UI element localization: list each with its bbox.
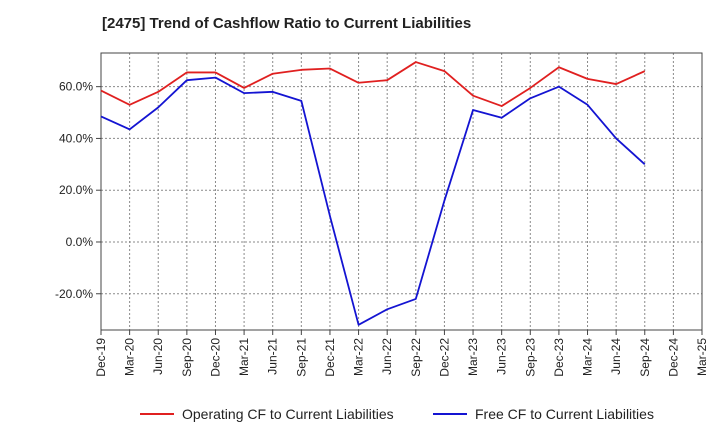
x-tick-label: Sep-20 bbox=[180, 338, 194, 377]
series-line-2 bbox=[100, 76, 646, 326]
x-tick-label: Sep-21 bbox=[294, 338, 308, 377]
x-tick-label: Dec-23 bbox=[552, 338, 566, 377]
x-tick-label: Mar-23 bbox=[466, 338, 480, 376]
y-tick-label: 0.0% bbox=[66, 235, 94, 249]
x-tick-label: Dec-24 bbox=[666, 338, 680, 377]
x-tick-label: Jun-21 bbox=[266, 338, 280, 375]
x-tick-label: Jun-20 bbox=[151, 338, 165, 375]
x-tick-label: Jun-22 bbox=[380, 338, 394, 375]
plot-frame bbox=[100, 52, 703, 331]
legend-label-1: Operating CF to Current Liabilities bbox=[182, 406, 394, 422]
x-tick-label: Mar-21 bbox=[237, 338, 251, 376]
y-tick-label: 20.0% bbox=[59, 183, 93, 197]
x-tick-label: Sep-24 bbox=[638, 338, 652, 377]
x-tick-label: Dec-21 bbox=[323, 338, 337, 377]
y-tick-label: 60.0% bbox=[59, 80, 93, 94]
chart-title: [2475] Trend of Cashflow Ratio to Curren… bbox=[102, 15, 472, 32]
x-tick-label: Sep-23 bbox=[523, 338, 537, 377]
y-tick-label: -20.0% bbox=[55, 287, 93, 301]
x-tick-label: Mar-24 bbox=[581, 338, 595, 376]
x-tick-label: Dec-19 bbox=[94, 338, 108, 377]
x-tick-label: Jun-24 bbox=[609, 338, 623, 375]
x-tick-label: Mar-20 bbox=[123, 338, 137, 376]
x-tick-label: Dec-20 bbox=[208, 338, 222, 377]
x-tick-label: Mar-25 bbox=[695, 338, 709, 376]
legend-label-2: Free CF to Current Liabilities bbox=[475, 406, 654, 422]
series-line-1 bbox=[100, 61, 646, 107]
y-tick-label: 40.0% bbox=[59, 131, 93, 145]
x-tick-label: Jun-23 bbox=[495, 338, 509, 375]
x-tick-label: Sep-22 bbox=[409, 338, 423, 377]
x-tick-label: Mar-22 bbox=[352, 338, 366, 376]
x-tick-label: Dec-22 bbox=[437, 338, 451, 377]
